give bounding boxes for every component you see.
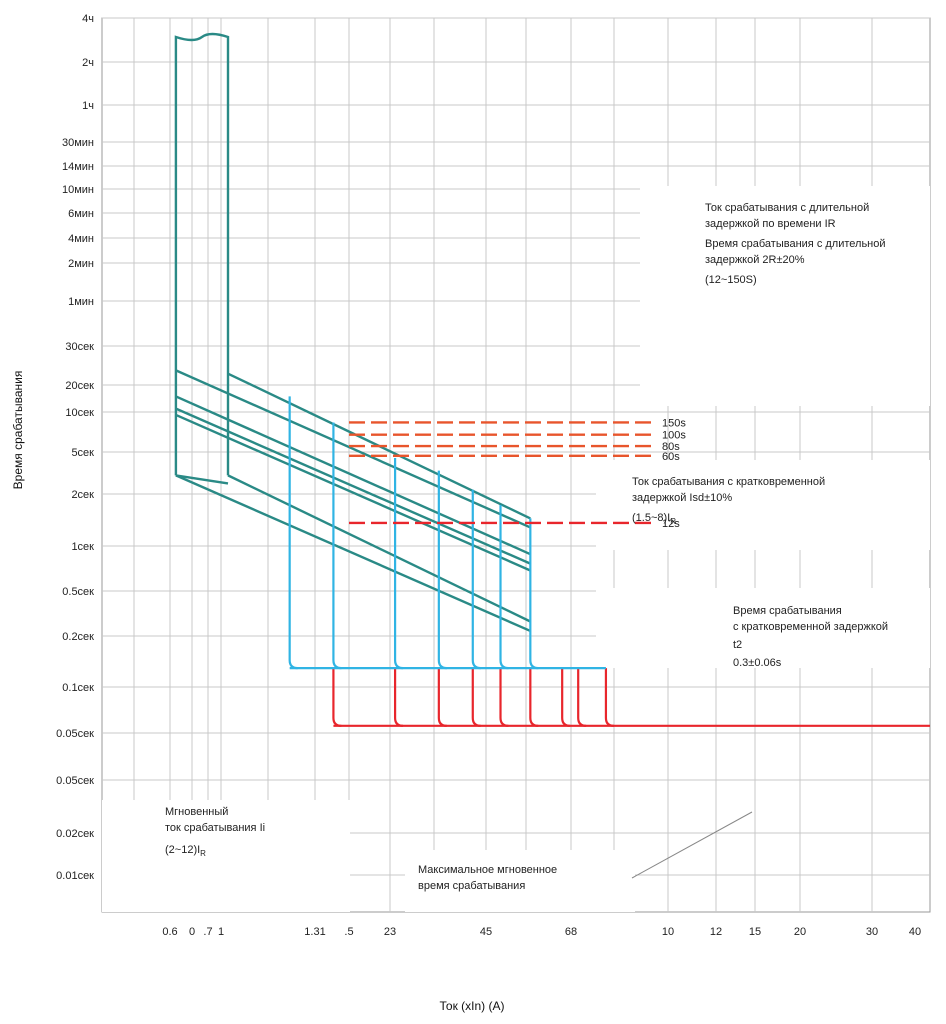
- x-tick-label: 1: [218, 926, 224, 938]
- short-delay-time-annotation: Время срабатывания с кратковременной зад…: [733, 605, 888, 669]
- max-time-note-box: [405, 850, 635, 912]
- x-tick-label: .7: [203, 926, 212, 938]
- y-axis-label: Время срабатывания: [11, 371, 25, 490]
- x-tick-label: 0: [189, 926, 195, 938]
- y-ticks: 4ч 2ч 1ч 30мин 14мин 10мин 6мин 4мин 2мин 1мин 30с…: [56, 13, 94, 882]
- short-delay-current-line-1: Ток срабатывания с кратковременной: [632, 476, 825, 488]
- x-tick-label: 20: [794, 926, 806, 938]
- y-tick-label: 0.05сек: [56, 775, 94, 787]
- long-delay-line-2-sub: R: [828, 218, 836, 230]
- x-tick-label: 15: [749, 926, 761, 938]
- instantaneous-annotation: Мгновенный ток срабатывания Ii (2~12)IR: [165, 806, 265, 858]
- long-delay-annotation: Ток срабатывания с длительной задержкой …: [705, 202, 886, 286]
- instantaneous-range: (2~12)IR: [165, 844, 206, 858]
- y-tick-label: 30мин: [62, 137, 94, 149]
- short-delay-note-box: [596, 460, 930, 550]
- long-delay-band-line: [175, 413, 531, 572]
- long-delay-band-line: [175, 395, 531, 556]
- instantaneous-line-1: Мгновенный: [165, 806, 228, 818]
- x-tick-label: 40: [909, 926, 921, 938]
- y-tick-label: 2мин: [68, 258, 94, 270]
- y-tick-label: 4мин: [68, 233, 94, 245]
- long-delay-line-1: Ток срабатывания с длительной: [705, 202, 869, 214]
- y-tick-label: 30сек: [65, 341, 94, 353]
- long-delay-band-line: [175, 369, 531, 529]
- short-delay-time-line-1: Время срабатывания: [733, 605, 842, 617]
- x-ticks: 0.6 0 .7 1 1.31 .5 23 45 68 10 12 15 20 30 40: [162, 926, 921, 938]
- y-tick-label: 20сек: [65, 380, 94, 392]
- long-delay-band-line: [227, 474, 531, 623]
- x-axis-label: Ток (xIn) (A): [440, 999, 505, 1013]
- x-tick-label: 0.6: [162, 926, 177, 938]
- y-tick-label: 6мин: [68, 208, 94, 220]
- max-time-annotation: Максимальное мгновенное время срабатыван…: [418, 811, 753, 892]
- setting-label: 60s: [662, 451, 680, 463]
- short-delay-current-range: (1.5~8)IR: [632, 512, 676, 526]
- y-tick-label: 1ч: [82, 100, 94, 112]
- instantaneous-range-main: (2~12)I: [165, 844, 200, 856]
- max-time-line-2: время срабатывания: [418, 880, 525, 892]
- max-time-leader-line: [631, 811, 753, 879]
- long-delay-line-2: задержкой по времени IR: [705, 218, 836, 230]
- y-tick-label: 0.5сек: [62, 586, 94, 598]
- short-delay-current-line-2: задержкой Isd±10%: [632, 492, 732, 504]
- short-delay-time-line-4: 0.3±0.06s: [733, 657, 782, 669]
- long-delay-line-2-main: задержкой по времени I: [705, 218, 828, 230]
- x-tick-label: 10: [662, 926, 674, 938]
- long-delay-note-box: [640, 186, 930, 406]
- short-delay-time-line-2: с кратковременной задержкой: [733, 621, 888, 633]
- y-tick-label: 0.1сек: [62, 682, 94, 694]
- long-delay-envelope-base: [175, 474, 229, 485]
- short-delay-current-annotation: Ток срабатывания с кратковременной задер…: [632, 476, 825, 526]
- y-tick-label: 4ч: [82, 13, 94, 25]
- y-tick-label: 1сек: [71, 541, 94, 553]
- x-tick-label: .5: [344, 926, 353, 938]
- long-delay-band-line: [175, 407, 531, 565]
- y-tick-label: 0.05сек: [56, 728, 94, 740]
- long-delay-line-3: Время срабатывания с длительной: [705, 238, 886, 250]
- max-time-line-1: Максимальное мгновенное: [418, 864, 557, 876]
- setting-label: 100s: [662, 430, 686, 442]
- short-delay-time-line-3: t2: [733, 639, 742, 651]
- long-delay-line-5: (12~150S): [705, 274, 757, 286]
- x-tick-label: 45: [480, 926, 492, 938]
- instantaneous-line-2: ток срабатывания Ii: [165, 822, 265, 834]
- short-delay-time-note-box: [596, 588, 930, 668]
- y-tick-label: 0.01сек: [56, 870, 94, 882]
- y-tick-label: 2сек: [71, 489, 94, 501]
- x-tick-label: 30: [866, 926, 878, 938]
- long-delay-line-4: задержкой 2R±20%: [705, 254, 805, 266]
- y-tick-label: 2ч: [82, 57, 94, 69]
- setting-label: 12s: [662, 518, 680, 530]
- y-tick-label: 0.02сек: [56, 828, 94, 840]
- y-tick-label: 0.2сек: [62, 631, 94, 643]
- x-tick-label: 1.31: [304, 926, 325, 938]
- setting-label: 150s: [662, 417, 686, 429]
- instantaneous-range-sub: R: [200, 849, 206, 858]
- long-delay-band-line: [175, 474, 531, 633]
- instantaneous-note-box: [102, 800, 350, 912]
- short-delay-current-range-main: (1.5~8)I: [632, 512, 670, 524]
- annotation-boxes: [102, 186, 930, 912]
- x-tick-label: 12: [710, 926, 722, 938]
- x-tick-label: 23: [384, 926, 396, 938]
- long-delay-envelope: [174, 32, 230, 476]
- y-tick-label: 10сек: [65, 407, 94, 419]
- y-tick-label: 14мин: [62, 161, 94, 173]
- y-tick-label: 5сек: [71, 447, 94, 459]
- x-tick-label: 68: [565, 926, 577, 938]
- short-delay-current-range-sub: R: [670, 517, 676, 526]
- y-tick-label: 10мин: [62, 184, 94, 196]
- setting-label: 80s: [662, 441, 680, 453]
- y-tick-label: 1мин: [68, 296, 94, 308]
